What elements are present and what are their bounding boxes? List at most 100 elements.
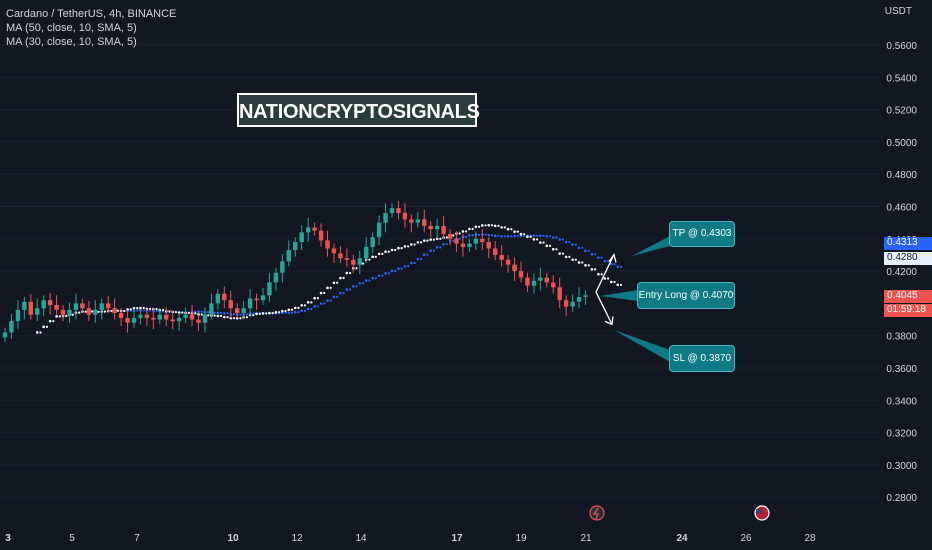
candle-body [222, 293, 227, 301]
ma-30-point [422, 239, 426, 242]
ma-50-point [523, 234, 526, 237]
candle-body [467, 243, 472, 247]
ma-50-point [326, 299, 329, 302]
ma-30-point [374, 255, 377, 258]
ma-30-point [200, 313, 203, 316]
ma-50-point [377, 274, 381, 278]
x-tick-label: 19 [515, 533, 527, 544]
ma-50-point [352, 285, 355, 288]
tp-note[interactable]: TP @ 0.4303 [669, 221, 735, 247]
x-tick-label: 24 [676, 533, 688, 544]
candle-body [480, 238, 485, 243]
candle-body [273, 272, 279, 283]
ma-30-point [261, 312, 265, 315]
ma-50-point [381, 274, 384, 277]
candle-body [241, 308, 246, 314]
currency-label[interactable]: USDT [884, 6, 912, 17]
trade-arrows [595, 236, 670, 362]
ma-30-point [419, 241, 423, 244]
ma-30-point [55, 315, 58, 318]
ma-50-point [361, 282, 365, 285]
ma-50-point [348, 288, 352, 291]
ma-50-point [345, 288, 349, 291]
ma-30-point [539, 241, 542, 244]
ma-50-point [384, 272, 387, 275]
candle-body [525, 277, 530, 286]
ma-30-point [616, 283, 620, 287]
candle-body [9, 321, 14, 333]
candle-body [422, 219, 427, 226]
ma-50-point [194, 310, 197, 313]
candle-body [151, 317, 156, 320]
ma-30-point [103, 310, 107, 313]
ma-30-point [213, 314, 216, 317]
ma-50-point [342, 292, 345, 295]
candle-body [286, 250, 291, 262]
candle-body [576, 296, 582, 302]
ma-50-point [606, 260, 610, 263]
candle-body [260, 295, 266, 301]
candle-body [312, 227, 317, 231]
candle-body [99, 303, 104, 310]
ma-50-point [548, 235, 552, 238]
ma-30-point [594, 268, 597, 271]
ma-50-point [319, 302, 323, 305]
ma-30-point [452, 234, 455, 237]
ma-30-point [610, 280, 613, 284]
entry-note[interactable]: Entry Long @ 0.4070 [637, 282, 735, 309]
ma-30-point [465, 230, 468, 233]
candle-body [189, 314, 195, 320]
sl-note[interactable]: SL @ 0.3870 [669, 345, 735, 372]
candle-body [280, 261, 285, 273]
ma-30-point [603, 277, 607, 280]
candle-body [157, 314, 162, 320]
ma-30-point [316, 297, 319, 300]
chart-legend: Cardano / TetherUS, 4h, BINANCE MA (50, … [6, 7, 176, 49]
candle-body [570, 301, 575, 307]
candle-body [441, 225, 446, 234]
candle-body [499, 254, 504, 260]
ma-50-point [429, 249, 433, 253]
ma-50-point [532, 234, 536, 238]
ma-50-point [400, 267, 403, 270]
ma-50-point [397, 267, 400, 270]
candle-body [428, 225, 433, 230]
us-flag-canton [756, 509, 762, 513]
candle-body [112, 308, 117, 314]
ma-30-point [555, 248, 558, 251]
ma-50-point [390, 269, 394, 273]
ma-30-point [471, 227, 474, 231]
ma-50-point [568, 240, 571, 244]
symbol-title[interactable]: Cardano / TetherUS, 4h, BINANCE [6, 8, 177, 20]
ma-30-point [355, 267, 358, 270]
ma-30-point [329, 286, 332, 289]
ma-30-point [407, 245, 410, 248]
ma-30-point [97, 310, 100, 313]
ma-30-point [226, 316, 229, 319]
ma-30-point [426, 239, 429, 242]
ma-30-point [361, 262, 365, 265]
candle-body [35, 308, 40, 315]
sl-callout-pointer [614, 330, 670, 362]
ma-50-point [129, 309, 132, 313]
ma-30-point [342, 276, 345, 280]
ma-30-point [403, 245, 407, 248]
ma-30-point [497, 224, 500, 227]
candle-body [170, 319, 175, 322]
indicator-ma-50[interactable]: MA (50, close, 10, SMA, 5) [6, 22, 137, 34]
ma-30-point [297, 306, 300, 309]
ma-50-point [323, 302, 326, 305]
ma-30-point [377, 252, 381, 256]
ma-50-point [484, 233, 487, 236]
ma-50-point [571, 243, 574, 246]
tp-arrow-head [608, 252, 617, 263]
ma-30-point [371, 255, 374, 259]
candle-body [531, 280, 537, 286]
candle-body [305, 227, 311, 233]
indicator-ma-30[interactable]: MA (30, close, 10, SMA, 5) [6, 36, 137, 48]
ma-30-point [123, 309, 126, 313]
ma-50-point [219, 311, 223, 314]
ma-50-point [371, 276, 374, 280]
ma-30-point [410, 243, 413, 246]
